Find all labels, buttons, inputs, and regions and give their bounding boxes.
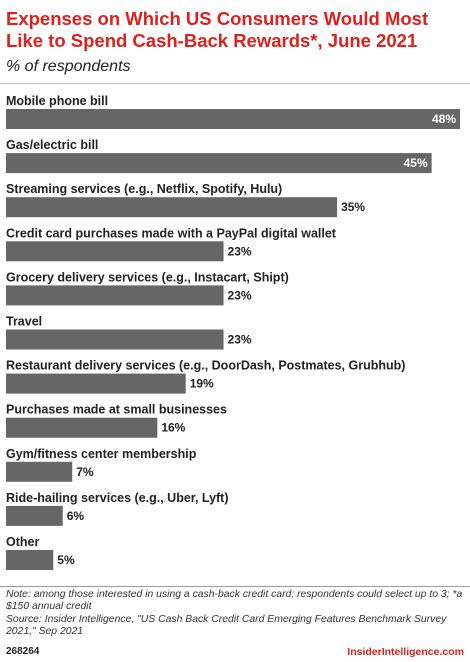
bar [6, 373, 186, 394]
chart-id: 268264 [6, 646, 40, 657]
value-label: 16% [161, 421, 185, 435]
category-label: Other [6, 535, 39, 549]
brand-link[interactable]: InsiderIntelligence.com [347, 646, 464, 658]
value-label: 7% [76, 465, 94, 479]
bar [6, 461, 73, 482]
bar [6, 153, 432, 174]
category-label: Streaming services (e.g., Netflix, Spoti… [6, 182, 282, 196]
category-label: Travel [6, 315, 42, 329]
category-label: Gas/electric bill [6, 138, 98, 152]
bar [6, 417, 158, 438]
value-label: 5% [57, 553, 75, 567]
bar [6, 109, 460, 129]
bar [6, 241, 224, 262]
category-label: Gym/fitness center membership [6, 447, 197, 461]
category-label: Mobile phone bill [6, 94, 108, 108]
value-label: 19% [190, 377, 214, 391]
chart-title: Expenses on Which US Consumers Would Mos… [6, 8, 429, 51]
category-label: Credit card purchases made with a PayPal… [6, 226, 337, 240]
bar [6, 285, 224, 306]
value-label: 6% [67, 509, 85, 523]
category-label: Ride-hailing services (e.g., Uber, Lyft) [6, 491, 229, 505]
value-label: 23% [228, 244, 252, 258]
bottom-divider [0, 586, 470, 587]
bar [6, 197, 338, 218]
source-text: Source: Insider Intelligence, "US Cash B… [6, 613, 447, 637]
top-divider [0, 83, 470, 84]
bar [6, 329, 224, 350]
bar-chart: Mobile phone bill 48% Gas/electric bill 45%… [6, 94, 460, 570]
value-label: 45% [404, 156, 428, 170]
note-text: Note: among those interested in using a … [6, 589, 463, 613]
value-label: 23% [228, 333, 252, 347]
chart-notes: Note: among those interested in using a … [6, 589, 464, 638]
value-label: 35% [341, 200, 365, 214]
chart-subtitle: % of respondents [6, 58, 131, 75]
value-label: 48% [432, 112, 456, 126]
category-label: Purchases made at small businesses [6, 403, 227, 417]
value-label: 23% [228, 288, 252, 302]
bar [6, 505, 63, 526]
category-label: Restaurant delivery services (e.g., Door… [6, 359, 405, 373]
category-label: Grocery delivery services (e.g., Instaca… [6, 270, 289, 284]
bar [6, 550, 54, 570]
